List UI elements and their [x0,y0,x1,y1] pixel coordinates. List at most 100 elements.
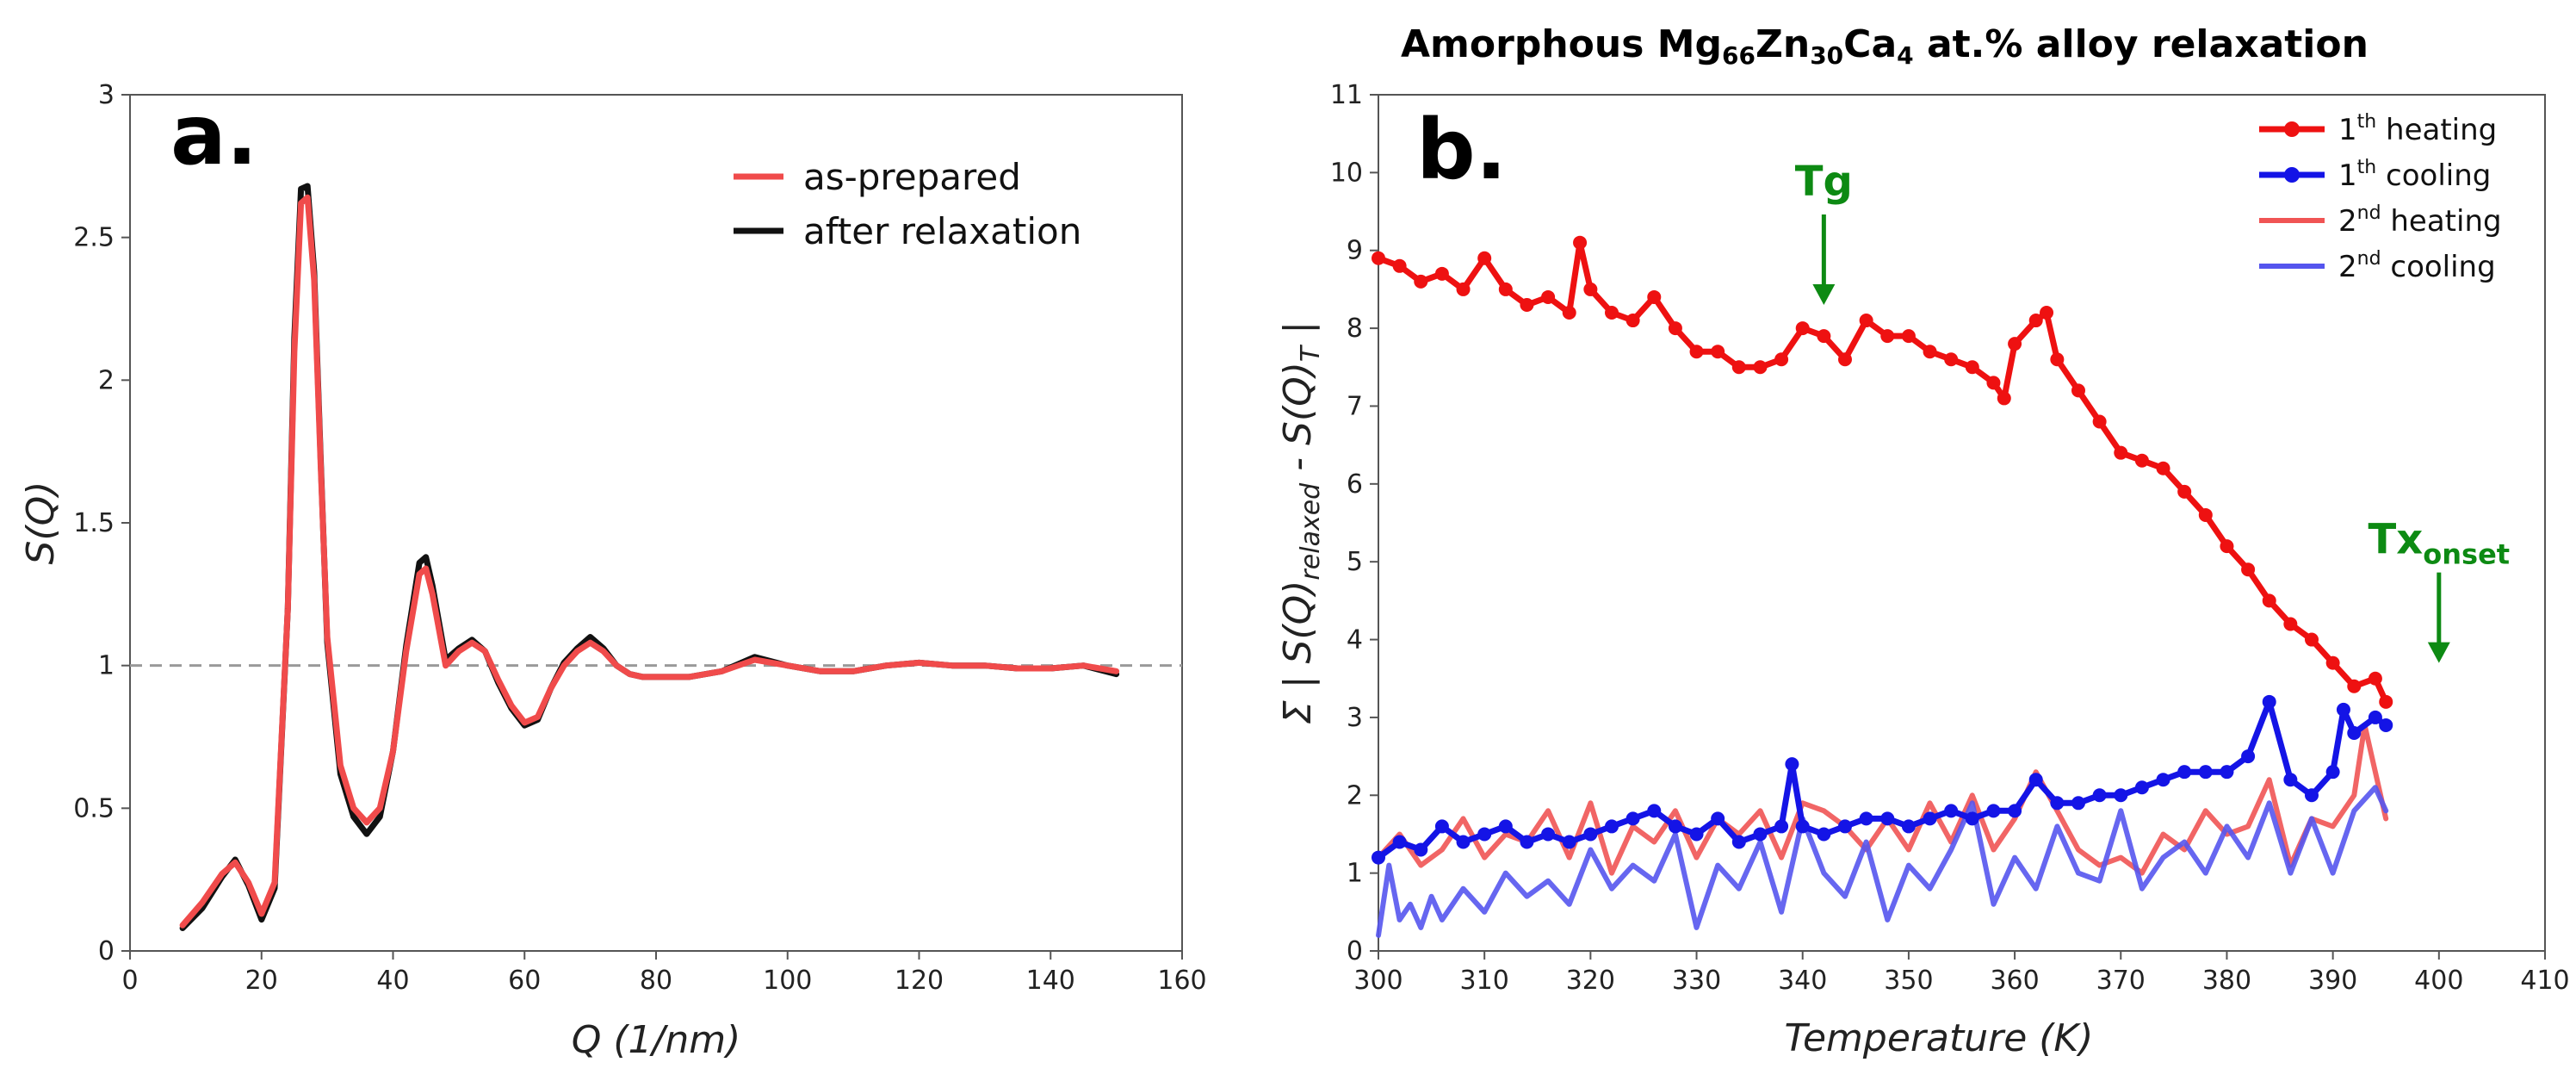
legend-2nd-cooling: 2nd cooling [2259,248,2496,284]
panel-b-x-tick-label: 350 [1884,966,1933,996]
data-point-1th-cooling [1477,827,1492,842]
data-point-1th-heating [2283,617,2298,631]
data-point-1th-heating [1647,289,1662,304]
data-point-1th-cooling [1785,757,1799,772]
panel-b: Amorphous Mg66Zn30Ca4 at.% alloy relaxat… [1276,22,2570,1060]
data-point-1th-heating [2262,593,2276,608]
panel-a-x-tick-label: 60 [508,966,541,996]
data-point-1th-cooling [1795,819,1810,834]
panel-b-x-tick-label: 300 [1353,966,1403,996]
data-point-1th-heating [2071,383,2085,398]
panel-b-y-tick-label: 1 [1347,859,1363,889]
panel-b-y-axis-label: Σ | S(Q)relaxed - S(Q)T | [1276,321,1326,724]
data-point-1th-cooling [2134,780,2149,795]
panel-b-y-tick-label: 0 [1347,936,1363,966]
legend-1th-cooling: 1th cooling [2259,157,2491,193]
data-point-1th-heating [2028,314,2043,328]
data-point-1th-heating [1944,352,1959,367]
panel-b-label: b. [1416,102,1507,198]
data-point-1th-cooling [1838,819,1852,834]
data-point-1th-cooling [1434,819,1449,834]
data-point-1th-cooling [2283,773,2298,787]
data-point-1th-heating [1795,321,1810,336]
data-point-1th-heating [2347,679,2362,693]
data-point-1th-heating [1838,352,1852,367]
legend-marker-1th-cooling [2284,167,2300,183]
panel-b-y-tick-label: 8 [1347,314,1363,344]
panel-b-x-tick-label: 330 [1672,966,1721,996]
data-point-1th-cooling [1562,835,1576,849]
panel-b-x-tick-label: 340 [1778,966,1827,996]
data-point-1th-heating [1477,251,1492,265]
series-line-1th-heating [1375,239,2389,705]
series-line-2nd-cooling [1376,785,2389,938]
data-point-1th-heating [1541,289,1556,304]
panel-a-x-tick-label: 40 [376,966,409,996]
legend-marker-1th-heating [2284,121,2300,137]
data-point-1th-heating [2198,507,2213,522]
panel-b-x-tick-label: 410 [2520,966,2569,996]
data-point-1th-heating [1965,360,1979,375]
series-line-2nd-heating [1376,722,2389,876]
panel-a-label: a. [170,87,257,183]
panel-a-y-tick-label: 1 [98,651,115,681]
annotation-arrowhead-tg [1812,283,1836,305]
panel-b-x-tick-label: 390 [2308,966,2357,996]
data-point-1th-cooling [1605,819,1619,834]
data-point-1th-heating [2325,655,2340,670]
data-point-1th-heating [1689,345,1704,359]
series-line-as-prepared [179,194,1120,929]
data-point-1th-cooling [2379,718,2393,732]
data-point-1th-heating [1625,314,1640,328]
data-point-1th-cooling [1986,804,2001,818]
panel-b-y-tick-label: 2 [1347,780,1363,811]
data-point-1th-heating [2008,337,2022,351]
panel-b-x-axis-label: Temperature (K) [1785,1016,2094,1060]
legend-label-after-relaxation: after relaxation [803,210,1081,252]
panel-b-y-tick-label: 10 [1330,158,1363,188]
data-point-1th-heating [1434,266,1449,281]
data-point-1th-heating [1605,306,1619,320]
panel-a-y-tick-label: 1.5 [73,508,115,538]
data-point-1th-heating [1923,345,1937,359]
data-point-1th-heating [1997,391,2011,406]
legend-label-as-prepared: as-prepared [803,156,1021,198]
panel-b-x-tick-label: 310 [1460,966,1509,996]
data-point-1th-cooling [1541,827,1556,842]
data-point-1th-cooling [2177,765,2192,780]
legend-label-2nd-heating: 2nd heating [2338,202,2502,239]
data-point-1th-cooling [1456,835,1471,849]
data-point-1th-cooling [2220,765,2234,780]
data-point-1th-cooling [2028,773,2043,787]
data-point-1th-heating [2156,461,2170,475]
data-point-1th-cooling [2092,788,2107,803]
legend-2nd-heating: 2nd heating [2259,202,2502,239]
data-point-1th-cooling [1944,804,1959,818]
data-point-1th-cooling [1774,819,1789,834]
panel-b-x-tick-label: 360 [1990,966,2039,996]
data-point-1th-heating [1668,321,1682,336]
data-point-1th-heating [2040,306,2054,320]
data-point-1th-heating [2379,694,2393,709]
data-point-1th-cooling [2071,796,2085,811]
panel-a: 0 20 40 60 80 100 120 140 160 0 0.5 1 1.5 2 2.5 3 a. Q … [19,80,1207,1062]
data-point-1th-heating [1372,251,1385,265]
data-point-1th-heating [2305,632,2319,647]
data-point-1th-cooling [2241,749,2256,764]
data-point-1th-cooling [2368,710,2382,724]
panel-a-y-tick-label: 3 [98,80,115,110]
legend-label-1th-cooling: 1th cooling [2338,157,2491,193]
panel-b-x-tick-label: 320 [1566,966,1615,996]
panel-b-x-tick-label: 370 [2096,966,2146,996]
panel-b-y-tick-label: 4 [1347,625,1363,655]
panel-b-y-tick-label: 9 [1347,236,1363,266]
data-point-1th-heating [2368,671,2382,686]
annotation-label-tx: Txonset [2369,516,2511,571]
data-point-1th-heating [2114,445,2128,460]
panel-b-x-tick-label: 400 [2414,966,2463,996]
data-point-1th-heating [1392,258,1407,273]
panel-b-title: Amorphous Mg66Zn30Ca4 at.% alloy relaxat… [1401,22,2369,70]
panel-a-y-tick-label: 2 [98,365,115,395]
panel-a-x-tick-label: 120 [895,966,944,996]
data-point-1th-cooling [1859,811,1873,826]
